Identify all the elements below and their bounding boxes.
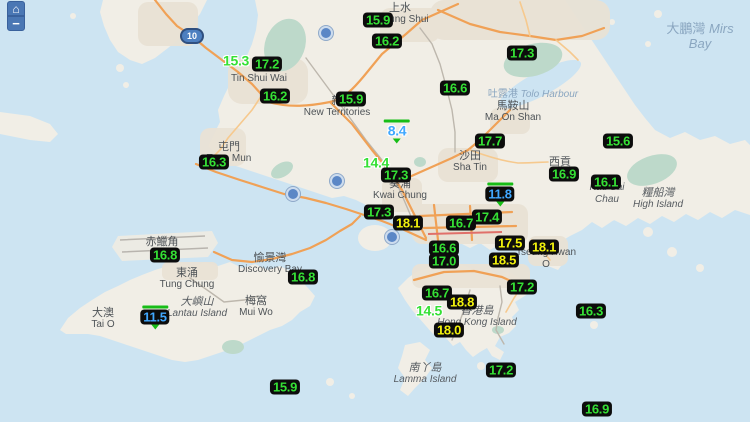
temperature-marker: 15.6 bbox=[602, 133, 634, 149]
route-shield-icon bbox=[385, 230, 399, 244]
place-label: 赤鱲角 bbox=[145, 236, 179, 248]
place-label: 屯門 Tuen Mun bbox=[206, 141, 252, 164]
temperature-marker: 16.6 bbox=[439, 80, 471, 96]
temperature-marker: 16.9 bbox=[548, 166, 580, 182]
temperature-marker: 17.2 bbox=[251, 56, 283, 72]
place-label: 糧船灣 High Island bbox=[632, 187, 684, 210]
gauge-arrow-icon bbox=[150, 324, 159, 330]
temperature-marker: 15.9 bbox=[335, 91, 367, 107]
gauge-bar-icon bbox=[384, 119, 410, 123]
temperature-marker: 15.3 bbox=[222, 52, 250, 69]
route-shield-icon bbox=[286, 187, 300, 201]
temperature-marker: 8.4 bbox=[384, 119, 410, 144]
place-label: 東涌 Tung Chung bbox=[159, 267, 215, 290]
gauge-arrow-icon bbox=[495, 201, 504, 207]
map-controls: ⌂ − bbox=[7, 1, 25, 31]
temperature-marker: 16.1 bbox=[590, 174, 622, 190]
temperature-marker: 15.9 bbox=[362, 12, 394, 28]
temperature-marker: 17.7 bbox=[474, 133, 506, 149]
gauge-bar-icon bbox=[141, 305, 168, 309]
place-label: 大澳 Tai O bbox=[91, 307, 115, 330]
temperature-marker: 14.5 bbox=[415, 302, 443, 319]
temperature-marker: 17.3 bbox=[380, 167, 412, 183]
place-label: 上水 Sheung Shui bbox=[371, 2, 429, 25]
place-label: 馬鞍山 Ma On Shan bbox=[484, 100, 542, 123]
temperature-marker: 16.6 bbox=[428, 240, 460, 256]
temperature-marker: 18.1 bbox=[392, 215, 424, 231]
temperature-marker: 16.7 bbox=[421, 285, 453, 301]
gauge-arrow-icon bbox=[393, 138, 401, 144]
temperature-marker: 17.3 bbox=[363, 204, 395, 220]
temperature-marker: 16.8 bbox=[287, 269, 319, 285]
temperature-marker: 17.3 bbox=[506, 45, 538, 61]
temperature-marker: 18.0 bbox=[433, 322, 465, 338]
place-label: 梅窩 Mui Wo bbox=[239, 295, 273, 318]
temperature-marker: 15.9 bbox=[269, 379, 301, 395]
temperature-marker: 16.3 bbox=[198, 154, 230, 170]
temperature-marker: 11.8 bbox=[485, 182, 515, 207]
temperature-marker: 17.0 bbox=[428, 253, 460, 269]
temperature-marker: 16.3 bbox=[575, 303, 607, 319]
home-button[interactable]: ⌂ bbox=[7, 1, 25, 16]
gauge-bar-icon bbox=[486, 182, 513, 186]
temperature-marker: 17.4 bbox=[471, 209, 503, 225]
temperature-marker: 16.2 bbox=[259, 88, 291, 104]
temperature-marker: 17.2 bbox=[485, 362, 517, 378]
temperature-marker: 17.5 bbox=[494, 235, 526, 251]
place-label: 西貢 bbox=[549, 156, 571, 168]
temperature-marker: 16.8 bbox=[149, 247, 181, 263]
place-label: 大嶼山 Lantau Island bbox=[166, 296, 228, 319]
place-label: 愉景灣 Discovery Bay bbox=[238, 252, 302, 275]
zoom-out-button[interactable]: − bbox=[7, 16, 25, 31]
temperature-marker: 16.7 bbox=[445, 215, 477, 231]
route-shield-icon bbox=[319, 26, 333, 40]
route-shield-icon: 10 bbox=[179, 28, 205, 44]
temperature-marker: 14.4 bbox=[362, 154, 390, 171]
place-label: 沙田 Sha Tin bbox=[453, 150, 487, 173]
route-shield-icon bbox=[330, 174, 344, 188]
water-label: 吐露港 Tolo Harbour bbox=[487, 89, 579, 100]
place-label: 南丫島 Lamma Island bbox=[393, 362, 457, 385]
place-label: Tin Shui Wai bbox=[231, 73, 287, 84]
temperature-marker: 17.2 bbox=[506, 279, 538, 295]
temperature-marker: 16.2 bbox=[371, 33, 403, 49]
water-label: 大鵬灣 Mirs Bay bbox=[666, 21, 734, 51]
temperature-marker: 18.1 bbox=[528, 239, 560, 255]
temperature-marker: 18.5 bbox=[488, 252, 520, 268]
temperature-marker: 16.9 bbox=[581, 401, 613, 417]
temperature-marker: 11.5 bbox=[140, 305, 170, 330]
temperature-marker: 18.8 bbox=[446, 294, 478, 310]
